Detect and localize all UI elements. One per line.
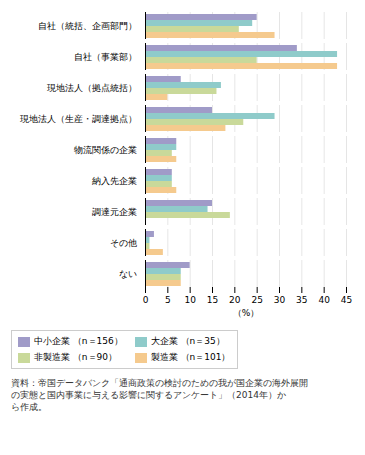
svg-text:物流関係の企業: 物流関係の企業 bbox=[74, 145, 137, 155]
svg-text:40: 40 bbox=[318, 295, 330, 305]
html-text:資料：帝国データバンク「通商政策の検討のための我が国企業の海: 資料：帝国データバンク「通商政策の検討のための我が国企業の海外展開 の実態と国内… bbox=[11, 378, 308, 413]
svg-text:自社（事業部）: 自社（事業部） bbox=[74, 52, 137, 62]
svg-text:35: 35 bbox=[296, 295, 307, 305]
svg-text:30: 30 bbox=[274, 295, 286, 305]
svg-text:10: 10 bbox=[184, 295, 196, 305]
svg-text:5: 5 bbox=[165, 295, 171, 305]
svg-text:25: 25 bbox=[251, 295, 262, 305]
html-text:中小企業 （n＝156）: 中小企業 （n＝156） bbox=[34, 336, 123, 346]
svg-text:45: 45 bbox=[341, 295, 352, 305]
svg-text:その他: その他 bbox=[110, 238, 137, 248]
html-text:大企業 （n＝35）: 大企業 （n＝35） bbox=[150, 336, 225, 346]
svg-text:ない: ない bbox=[119, 269, 137, 279]
svg-text:調達元企業: 調達元企業 bbox=[92, 207, 137, 217]
html-text:非製造業 （n＝90）: 非製造業 （n＝90） bbox=[34, 352, 117, 362]
svg-text:現地法人（生産・調達拠点）: 現地法人（生産・調達拠点） bbox=[20, 114, 137, 124]
svg-text:自社（統括、企画部門）: 自社（統括、企画部門） bbox=[38, 21, 137, 31]
html-text:製造業 （n＝101）: 製造業 （n＝101） bbox=[150, 352, 231, 362]
svg-text:納入先企業: 納入先企業 bbox=[92, 176, 137, 186]
svg-text:（%）: （%） bbox=[233, 308, 260, 318]
svg-text:20: 20 bbox=[229, 295, 241, 305]
svg-text:0: 0 bbox=[143, 295, 149, 305]
svg-text:現地法人（拠点統括）: 現地法人（拠点統括） bbox=[47, 83, 137, 93]
svg-text:15: 15 bbox=[207, 295, 218, 305]
